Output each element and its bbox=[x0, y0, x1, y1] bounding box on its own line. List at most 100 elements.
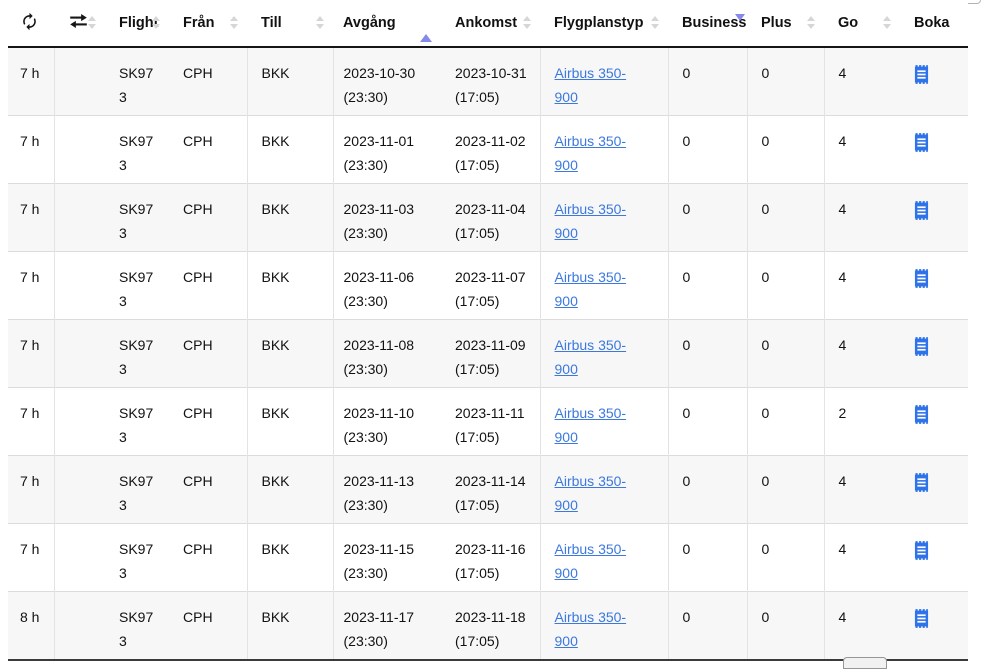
book-button[interactable] bbox=[914, 269, 929, 288]
plus-seats-value: 0 bbox=[761, 65, 770, 81]
book-button[interactable] bbox=[914, 541, 929, 560]
sort-desc-icon bbox=[735, 14, 745, 37]
flight-cell: SK973 bbox=[105, 116, 169, 184]
aircraft-type-link[interactable]: Airbus 350-900 bbox=[554, 541, 627, 581]
ticket-icon bbox=[914, 405, 929, 424]
go-seats-cell: 4 bbox=[823, 319, 900, 388]
destination-cell: BKK bbox=[246, 47, 333, 116]
aircraft-type-link[interactable]: Airbus 350-900 bbox=[554, 201, 627, 241]
book-button[interactable] bbox=[914, 405, 929, 424]
book-button[interactable] bbox=[914, 473, 929, 492]
book-cell bbox=[900, 47, 968, 116]
aircraft-type-link[interactable]: Airbus 350-900 bbox=[554, 473, 627, 513]
column-header-plus[interactable]: Plus bbox=[747, 0, 824, 48]
column-label: Från bbox=[183, 15, 215, 31]
column-header-fran[interactable]: Från bbox=[169, 0, 247, 48]
book-button[interactable] bbox=[914, 65, 929, 84]
book-button[interactable] bbox=[914, 133, 929, 152]
column-header-refresh[interactable] bbox=[8, 0, 54, 48]
plus-seats-cell: 0 bbox=[746, 47, 824, 116]
ticket-icon bbox=[914, 201, 929, 220]
flight-number: SK973 bbox=[119, 65, 154, 105]
business-seats-value: 0 bbox=[682, 609, 691, 625]
destination-code: BKK bbox=[261, 609, 290, 625]
destination-cell: BKK bbox=[246, 251, 333, 320]
departure-time: (23:30) bbox=[343, 361, 388, 377]
table-header: Flight Från Till Avgång Ankomst Flygplan… bbox=[8, 0, 968, 48]
book-cell bbox=[900, 388, 968, 456]
column-header-avgang[interactable]: Avgång bbox=[333, 0, 445, 48]
aircraft-cell: Airbus 350-900 bbox=[539, 47, 668, 116]
departure-time: (23:30) bbox=[343, 89, 388, 105]
table-row: 7 h SK973 CPH BKK 2023-11-03 (23:30) 202… bbox=[8, 183, 968, 252]
plus-seats-cell: 0 bbox=[746, 455, 824, 524]
plus-seats-value: 0 bbox=[761, 269, 770, 285]
arrival-date: 2023-11-04 bbox=[455, 201, 526, 217]
business-seats-cell: 0 bbox=[667, 319, 747, 388]
plus-seats-value: 0 bbox=[761, 541, 770, 557]
aircraft-cell: Airbus 350-900 bbox=[539, 115, 668, 184]
column-header-till[interactable]: Till bbox=[247, 0, 333, 48]
flight-number: SK973 bbox=[119, 201, 154, 241]
business-seats-cell: 0 bbox=[667, 115, 747, 184]
column-header-ankomst[interactable]: Ankomst bbox=[445, 0, 540, 48]
departure-date: 2023-10-30 bbox=[343, 65, 416, 81]
go-seats-value: 4 bbox=[838, 133, 847, 149]
duration-value: 7 h bbox=[20, 65, 40, 81]
aircraft-cell: Airbus 350-900 bbox=[539, 183, 668, 252]
column-header-swap[interactable] bbox=[54, 0, 105, 48]
book-button[interactable] bbox=[914, 337, 929, 356]
origin-code: CPH bbox=[183, 541, 213, 557]
destination-cell: BKK bbox=[246, 523, 333, 592]
book-cell bbox=[900, 524, 968, 592]
business-seats-value: 0 bbox=[682, 337, 691, 353]
business-seats-cell: 0 bbox=[667, 387, 747, 456]
aircraft-type-link[interactable]: Airbus 350-900 bbox=[554, 65, 627, 105]
book-button[interactable] bbox=[914, 609, 929, 628]
column-header-flight[interactable]: Flight bbox=[105, 0, 169, 48]
destination-code: BKK bbox=[261, 541, 290, 557]
business-seats-value: 0 bbox=[682, 269, 691, 285]
plus-seats-cell: 0 bbox=[746, 251, 824, 320]
column-label: Plus bbox=[761, 15, 792, 31]
table-row: 7 h SK973 CPH BKK 2023-10-30 (23:30) 202… bbox=[8, 47, 968, 116]
column-header-go[interactable]: Go bbox=[824, 0, 900, 48]
arrival-date: 2023-11-18 bbox=[455, 609, 526, 625]
duration-value: 7 h bbox=[20, 201, 40, 217]
origin-code: CPH bbox=[183, 269, 213, 285]
duration-cell: 7 h bbox=[8, 47, 54, 116]
departure-cell: 2023-11-01 (23:30) bbox=[332, 115, 445, 184]
business-seats-cell: 0 bbox=[667, 523, 747, 592]
arrival-time: (17:05) bbox=[455, 429, 500, 445]
business-seats-value: 0 bbox=[682, 201, 691, 217]
destination-cell: BKK bbox=[246, 183, 333, 252]
swap-cell bbox=[53, 387, 105, 456]
departure-date: 2023-11-15 bbox=[343, 541, 415, 557]
flight-number: SK973 bbox=[119, 541, 154, 581]
aircraft-type-link[interactable]: Airbus 350-900 bbox=[554, 337, 627, 377]
departure-date: 2023-11-03 bbox=[343, 201, 415, 217]
column-header-business[interactable]: Business bbox=[668, 0, 747, 48]
aircraft-type-link[interactable]: Airbus 350-900 bbox=[554, 133, 627, 173]
duration-value: 8 h bbox=[20, 609, 40, 625]
aircraft-type-link[interactable]: Airbus 350-900 bbox=[554, 269, 627, 309]
flight-cell: SK973 bbox=[105, 456, 169, 524]
arrival-date: 2023-11-02 bbox=[455, 133, 526, 149]
arrival-cell: 2023-11-18 (17:05) bbox=[445, 592, 540, 661]
go-seats-cell: 4 bbox=[823, 523, 900, 592]
origin-code: CPH bbox=[183, 473, 213, 489]
aircraft-cell: Airbus 350-900 bbox=[539, 387, 668, 456]
departure-time: (23:30) bbox=[343, 429, 388, 445]
aircraft-type-link[interactable]: Airbus 350-900 bbox=[554, 405, 627, 445]
go-seats-value: 4 bbox=[838, 541, 847, 557]
arrival-cell: 2023-11-11 (17:05) bbox=[445, 388, 540, 456]
arrival-date: 2023-11-07 bbox=[455, 269, 526, 285]
aircraft-type-link[interactable]: Airbus 350-900 bbox=[554, 609, 627, 649]
book-button[interactable] bbox=[914, 201, 929, 220]
destination-cell: BKK bbox=[246, 387, 333, 456]
cropped-control-bottom-right[interactable] bbox=[843, 657, 887, 669]
flight-number: SK973 bbox=[119, 609, 154, 649]
departure-time: (23:30) bbox=[343, 293, 388, 309]
column-header-flygplanstyp[interactable]: Flygplanstyp bbox=[540, 0, 668, 48]
sort-icon bbox=[230, 16, 238, 29]
